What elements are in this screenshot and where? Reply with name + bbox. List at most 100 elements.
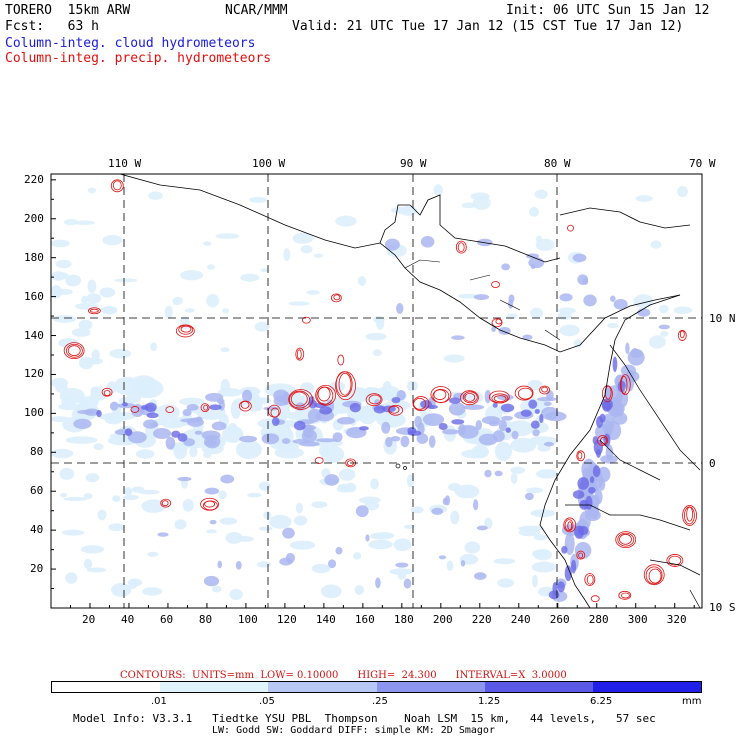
cloud-cell	[269, 402, 291, 421]
cloud-cell	[535, 469, 559, 479]
colorbar-bin	[592, 682, 702, 692]
cloud-cell	[271, 417, 280, 427]
contour-high: HIGH= 24.300	[357, 670, 437, 681]
cloud-cell	[87, 187, 97, 194]
cloud-cell	[572, 253, 587, 263]
precip-contour	[618, 590, 632, 600]
cloud-cell	[313, 253, 323, 258]
cloud-cell	[630, 348, 643, 358]
cloud-cell	[87, 279, 97, 294]
precip-contour	[567, 521, 573, 531]
cloud-cell	[102, 234, 123, 246]
cloud-cell	[319, 406, 333, 415]
cloud-cell	[61, 529, 85, 536]
precip-contour	[112, 180, 122, 191]
cloud-cell	[65, 274, 82, 287]
precip-contour	[67, 345, 81, 357]
border-andes	[565, 344, 701, 609]
cloud-cell	[338, 468, 356, 481]
cloud-cell	[274, 446, 304, 459]
precip-contour	[686, 506, 694, 522]
cloud-cell	[290, 540, 316, 550]
contour-interval: INTERVAL=X 3.0000	[455, 670, 567, 681]
precip-contour	[314, 457, 324, 464]
cloud-cell	[407, 427, 417, 435]
x-tick-label: 280	[588, 613, 609, 626]
precip-contour	[160, 498, 172, 508]
precip-contour	[110, 179, 124, 193]
cloud-cell	[501, 415, 513, 421]
precip-contour	[578, 552, 584, 559]
lon-label: 80 W	[544, 157, 571, 170]
cloud-cell	[493, 558, 516, 565]
cloud-cell	[315, 438, 338, 443]
cloud-cell	[454, 484, 480, 499]
cloud-cell	[592, 435, 599, 445]
cloud-cell	[532, 574, 539, 588]
cloud-cell	[220, 474, 235, 484]
cloud-cell	[335, 546, 343, 555]
precip-contour	[337, 354, 345, 366]
cloud-cell	[180, 270, 204, 281]
x-tick-label: 300	[627, 613, 648, 626]
cloud-cell	[74, 220, 96, 225]
colorbar-label: 6.25	[590, 696, 613, 707]
cloud-cell	[574, 525, 585, 539]
cloud-cell	[135, 449, 155, 459]
cloud-cell	[537, 396, 557, 402]
cloud-cell	[505, 427, 511, 433]
cloud-cell	[352, 552, 362, 560]
cloud-cell	[484, 517, 493, 529]
precip-contour	[517, 387, 533, 400]
colorbar-bin	[376, 682, 485, 692]
cloud-cell	[532, 510, 540, 516]
model-info-line2: LW: Godd SW: Goddard DIFF: simple KM: 2D…	[212, 725, 495, 736]
cloud-cell	[473, 499, 479, 511]
precip-contour	[289, 390, 310, 409]
precip-contour	[601, 385, 613, 403]
cloud-cell	[336, 417, 356, 425]
cloud-cell	[332, 432, 343, 443]
cloud-cell	[559, 324, 580, 337]
cloud-cell	[592, 465, 601, 478]
cloud-cell	[164, 305, 173, 319]
cloud-cell	[532, 429, 540, 437]
cloud-cell	[534, 408, 540, 414]
cloud-cell	[572, 490, 585, 499]
cloud-cell	[533, 534, 548, 541]
precip-contour	[295, 347, 305, 361]
y-tick-label: 100	[24, 406, 44, 420]
cloud-cell	[328, 559, 337, 569]
cloud-cell	[263, 406, 279, 411]
precip-contour	[333, 294, 341, 301]
cloud-cell	[373, 315, 385, 324]
cloud-cell	[484, 389, 492, 404]
cloud-cell	[599, 413, 606, 423]
cloud-cell	[73, 418, 92, 430]
cloud-cell	[203, 451, 212, 459]
precip-contour	[576, 550, 586, 560]
cloud-cell	[396, 390, 406, 401]
cloud-cell	[531, 561, 557, 573]
precip-contour	[645, 566, 663, 585]
cloud-cell	[165, 436, 176, 450]
cloud-cell	[101, 305, 118, 315]
coastline-south-america	[539, 294, 681, 609]
lat-label: 10 N	[709, 312, 736, 325]
cloud-cell	[396, 303, 404, 315]
precip-contour	[204, 500, 216, 508]
cloud-cell	[648, 335, 666, 349]
cloud-cell	[177, 476, 192, 482]
cloud-cell	[293, 515, 308, 526]
cloud-cell	[539, 413, 544, 424]
precip-contour	[597, 435, 608, 446]
cloud-cell	[349, 402, 361, 413]
cloud-cell	[222, 308, 230, 314]
cloud-cell	[207, 264, 215, 270]
cloud-cell	[535, 235, 543, 243]
cloud-cell	[63, 219, 79, 226]
cloud-cell	[677, 186, 688, 198]
cloud-cell	[522, 334, 533, 340]
cloud-cell	[337, 483, 352, 491]
cloud-cell	[182, 498, 194, 512]
